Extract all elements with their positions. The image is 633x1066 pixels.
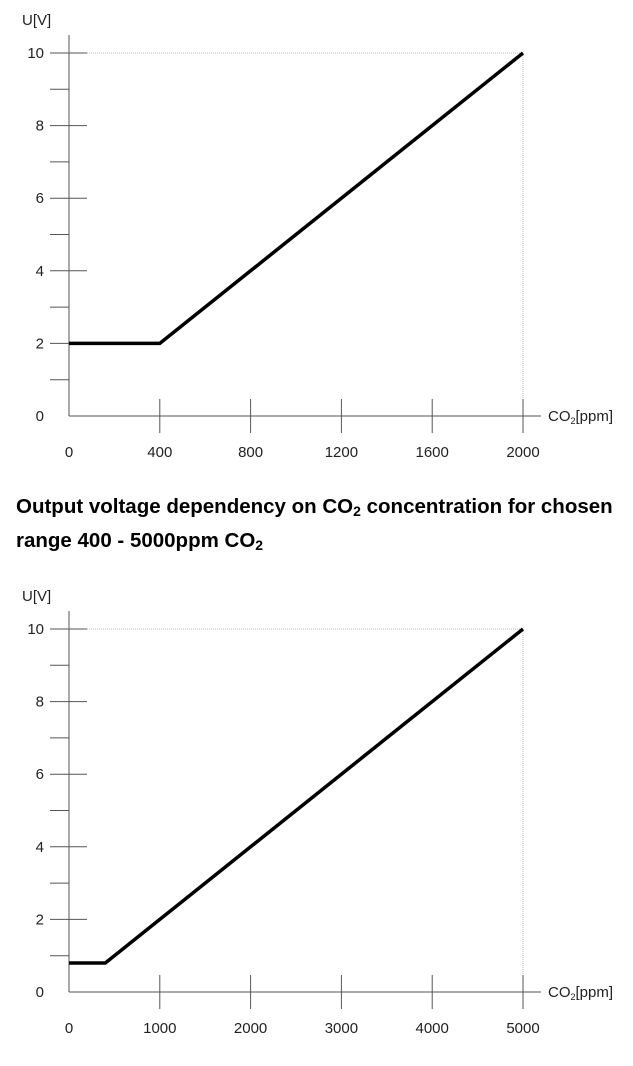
y-tick-label: 8 <box>36 118 44 135</box>
x-tick-label: 400 <box>147 444 172 461</box>
x-tick-label: 1000 <box>143 1020 176 1037</box>
x-tick-label: 800 <box>238 444 263 461</box>
y-tick-label: 6 <box>36 766 44 783</box>
x-tick-label: 3000 <box>325 1020 358 1037</box>
chart-caption: Output voltage dependency on CO2 concent… <box>16 490 626 558</box>
caption-sub1: 2 <box>353 503 361 519</box>
x-tick-label: 2000 <box>506 444 539 461</box>
y-axis-label: U[V] <box>22 12 51 29</box>
y-tick-label: 4 <box>36 263 44 280</box>
x-tick-label: 5000 <box>506 1020 539 1037</box>
series-line <box>69 627 525 965</box>
x-tick-label: 1600 <box>416 444 449 461</box>
y-tick-label: 0 <box>36 984 44 1001</box>
x-axis-label: CO2[ppm] <box>548 984 613 1002</box>
x-tick-label: 0 <box>65 444 73 461</box>
x-tick-label: 0 <box>65 1020 73 1037</box>
y-axis-label: U[V] <box>22 588 51 605</box>
y-tick-label: 8 <box>36 694 44 711</box>
y-tick-label: 6 <box>36 190 44 207</box>
caption-sub2: 2 <box>255 537 264 553</box>
x-tick-label: 4000 <box>416 1020 449 1037</box>
y-tick-label: 10 <box>27 621 44 638</box>
y-tick-label: 10 <box>27 45 44 62</box>
caption-part2: concentration for chosen range 400 - 500… <box>16 495 613 552</box>
chart-400-5000-ppm-range: 0 2 4 6 8 10 0 1000 2000 3000 4000 5000 U[V] CO2[ppm] <box>22 588 613 1037</box>
y-tick-label: 0 <box>36 408 44 425</box>
x-tick-label: 2000 <box>234 1020 267 1037</box>
x-tick-label: 1200 <box>325 444 358 461</box>
y-tick-label: 2 <box>36 335 44 352</box>
y-tick-label: 2 <box>36 911 44 928</box>
caption-part1: Output voltage dependency on CO <box>16 495 354 518</box>
x-axis-label: CO2[ppm] <box>548 408 613 426</box>
y-tick-label: 4 <box>36 839 44 856</box>
series-line <box>69 51 525 346</box>
chart-0-20-ppm-range: 0 2 4 6 8 10 0 400 800 1200 1600 2000 U[V] CO2[ppm] <box>22 12 613 461</box>
